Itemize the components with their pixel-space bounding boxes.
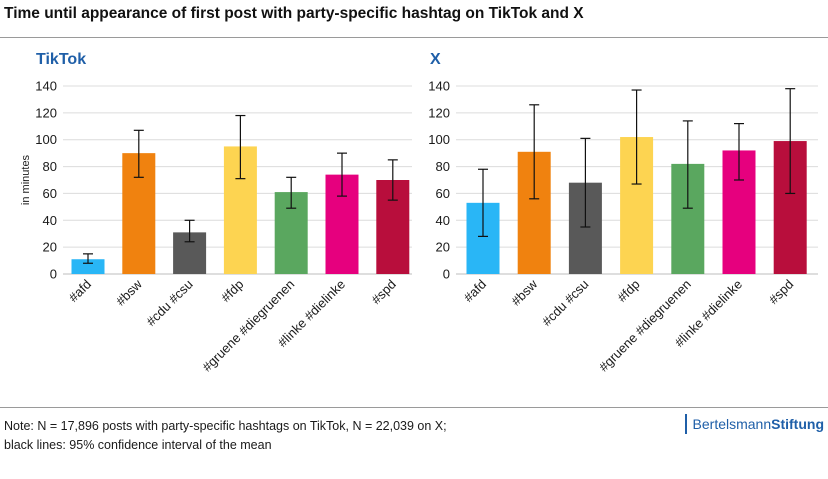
x-category-label-4: #gruene #diegruenen — [596, 277, 694, 375]
top-divider — [0, 37, 828, 38]
x-y-tick-label: 0 — [443, 267, 450, 282]
x-category-label-3: #fdp — [614, 277, 643, 306]
tiktok-category-label-2: #cdu #csu — [143, 277, 196, 330]
x-y-tick-label: 60 — [436, 186, 450, 201]
x-category-label-6: #spd — [766, 277, 797, 308]
x-category-label-0: #afd — [461, 277, 490, 306]
logo-part-2: Stiftung — [771, 416, 824, 432]
x-y-tick-label: 100 — [428, 132, 450, 147]
tiktok-y-tick-label: 100 — [35, 132, 57, 147]
tiktok-bar-0 — [71, 259, 105, 274]
tiktok-category-label-0: #afd — [66, 277, 95, 306]
tiktok-category-label-4: #gruene #diegruenen — [199, 277, 297, 375]
tiktok-y-tick-label: 80 — [43, 159, 57, 174]
x-category-label-1: #bsw — [508, 276, 540, 308]
tiktok-y-tick-label: 60 — [43, 186, 57, 201]
footnote: Note: N = 17,896 posts with party-specif… — [4, 417, 447, 455]
logo-text: BertelsmannStiftung — [693, 416, 824, 432]
tiktok-category-label-1: #bsw — [113, 276, 145, 308]
x-y-tick-label: 20 — [436, 240, 450, 255]
x-y-tick-label: 120 — [428, 105, 450, 120]
tiktok-category-label-6: #spd — [368, 277, 399, 308]
logo-part-1: Bertelsmann — [692, 416, 772, 432]
logo-bar — [684, 414, 687, 434]
x-category-label-2: #cdu #csu — [539, 277, 592, 330]
chart-title: Time until appearance of first post with… — [4, 5, 584, 22]
panel-title-tiktok: TikTok — [36, 51, 87, 68]
x-y-tick-label: 140 — [428, 79, 450, 94]
tiktok-y-tick-label: 0 — [50, 267, 57, 282]
x-y-tick-label: 40 — [436, 213, 450, 228]
tiktok-y-axis-label: in minutes — [20, 154, 32, 205]
tiktok-y-tick-label: 20 — [43, 240, 57, 255]
note-line-1: Note: N = 17,896 posts with party-specif… — [4, 419, 447, 433]
note-line-2: black lines: 95% confidence interval of … — [4, 438, 272, 452]
tiktok-category-label-3: #fdp — [218, 277, 247, 306]
panel-title-x: X — [430, 51, 441, 68]
tiktok-y-tick-label: 40 — [43, 213, 57, 228]
x-y-tick-label: 80 — [436, 159, 450, 174]
bottom-divider — [0, 407, 828, 408]
tiktok-y-tick-label: 120 — [35, 105, 57, 120]
bertelsmann-logo: BertelsmannStiftung — [684, 413, 824, 435]
tiktok-y-tick-label: 140 — [35, 79, 57, 94]
